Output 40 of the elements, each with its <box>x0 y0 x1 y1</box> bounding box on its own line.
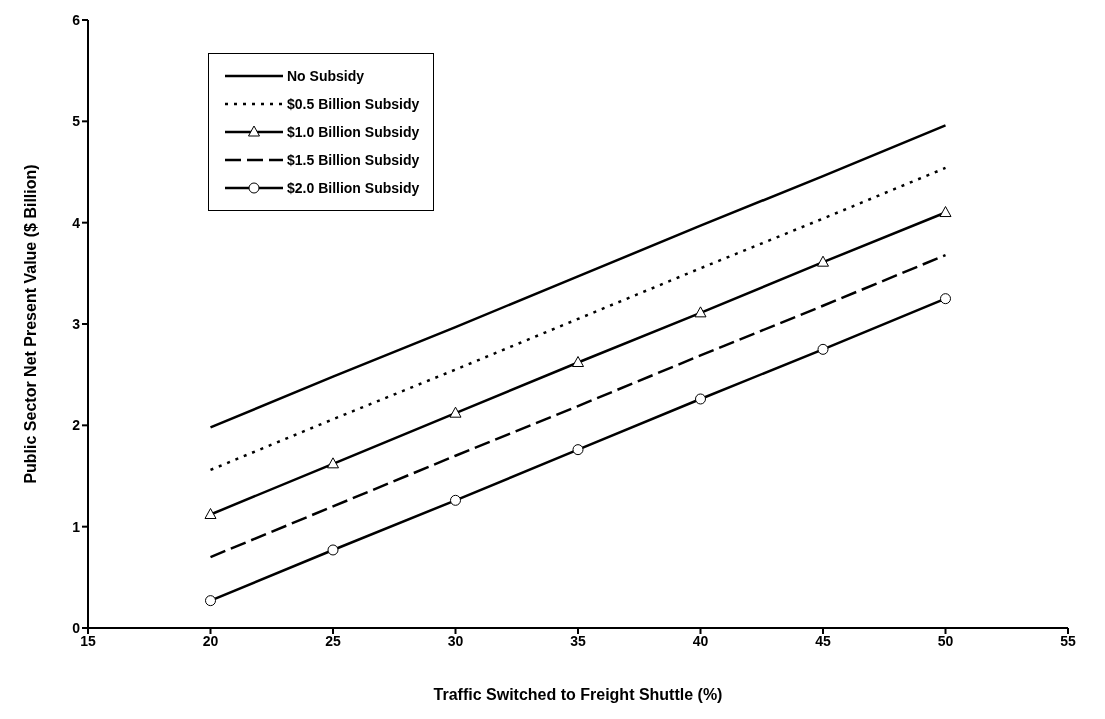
point <box>695 393 706 405</box>
x-tick-label: 55 <box>1060 632 1076 649</box>
legend-label: $1.0 Billion Subsidy <box>287 124 420 140</box>
y-tick-label: 6 <box>72 11 81 28</box>
point <box>205 595 216 607</box>
y-tick-label: 5 <box>72 113 81 130</box>
point <box>449 406 462 418</box>
point <box>694 306 707 318</box>
x-tick-label: 50 <box>937 632 954 649</box>
y-tick-label: 4 <box>72 214 81 231</box>
point <box>327 544 339 556</box>
point <box>572 356 584 368</box>
y-tick-label: 0 <box>72 619 81 636</box>
point <box>817 255 829 267</box>
x-tick-label: 20 <box>202 632 219 649</box>
line-series <box>209 124 947 429</box>
line-series <box>209 253 947 559</box>
y-tick-label: 1 <box>72 518 81 535</box>
y-tick-label: 2 <box>72 417 81 434</box>
x-tick-label: 25 <box>325 632 341 649</box>
legend-label: $2.0 Billion Subsidy <box>287 180 420 196</box>
x-axis-title: Traffic Switched to Freight Shuttle (%) <box>433 686 723 703</box>
legend-label: No Subsidy <box>287 68 365 84</box>
point <box>572 444 584 456</box>
line-series <box>209 166 947 472</box>
x-tick-label: 30 <box>447 632 464 649</box>
legend-label: $0.5 Billion Subsidy <box>287 96 420 112</box>
x-tick-label: 45 <box>815 632 831 649</box>
point <box>204 508 217 520</box>
x-tick-label: 40 <box>692 632 709 649</box>
y-axis-title: Public Sector Net Present Value ($ Billion) <box>21 164 39 484</box>
point <box>327 457 339 469</box>
x-tick-label: 35 <box>570 632 586 649</box>
point <box>939 206 952 218</box>
point <box>450 494 461 506</box>
point <box>940 293 951 305</box>
legend-label: $1.5 Billion Subsidy <box>287 152 420 168</box>
y-tick-label: 3 <box>72 315 81 332</box>
point <box>817 343 829 355</box>
x-tick-label: 15 <box>80 632 96 649</box>
